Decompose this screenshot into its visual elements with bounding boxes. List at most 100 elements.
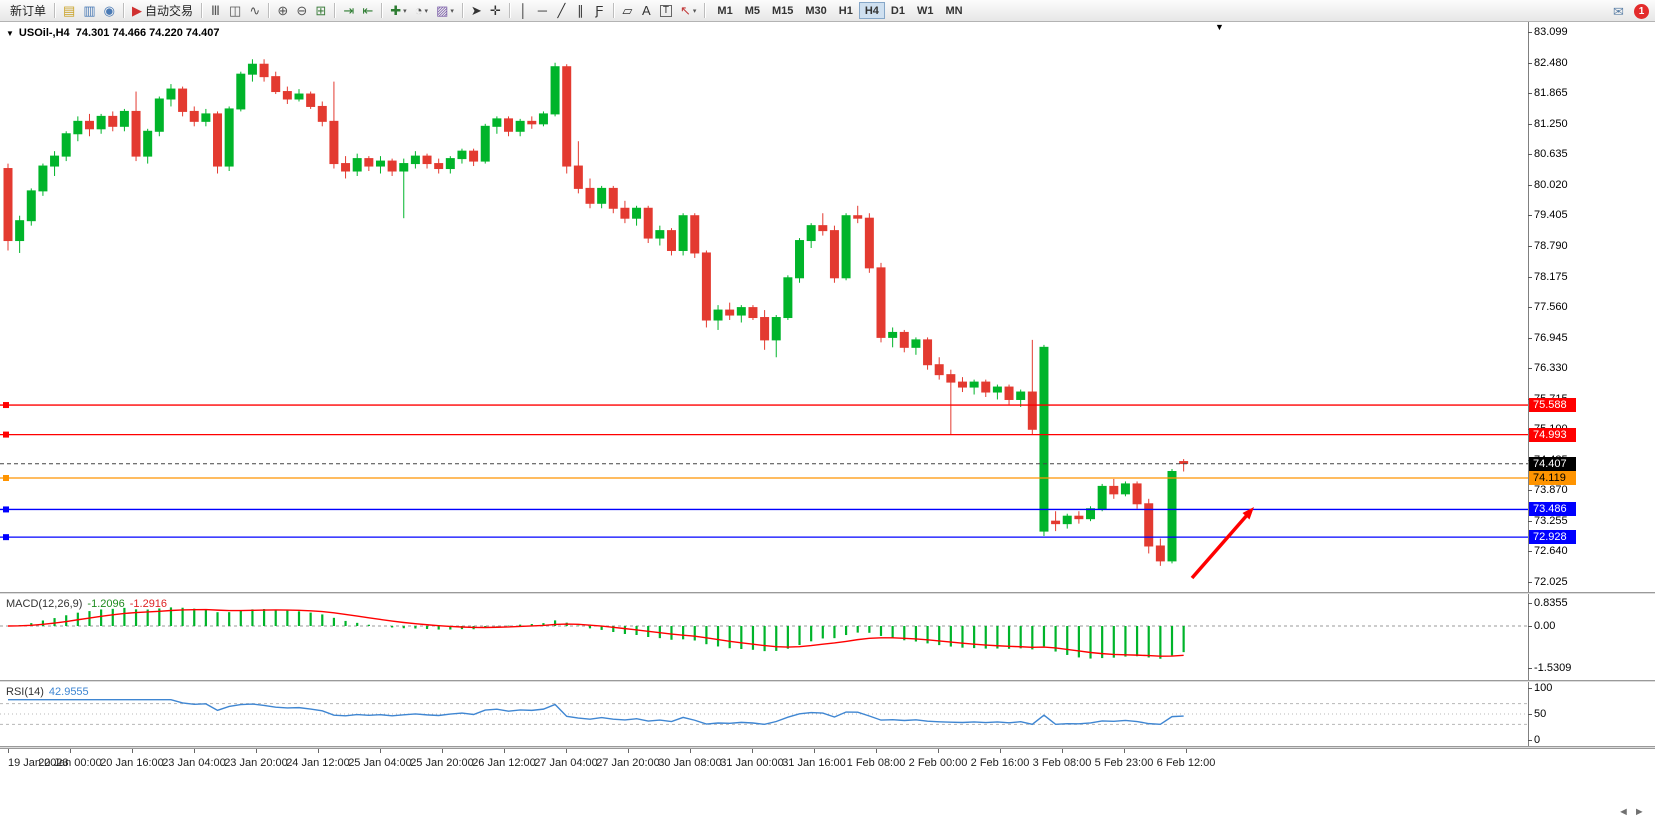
horizontal-line-icon[interactable]: ─ [533, 1, 552, 20]
macd-axis-tick [1528, 626, 1532, 627]
channel-icon[interactable]: ∥ [571, 1, 590, 20]
symbol-dropdown-icon[interactable]: ▼ [6, 29, 14, 38]
text-label-icon[interactable]: T [656, 1, 676, 20]
templates-icon[interactable]: ▨ ▾ [432, 1, 458, 20]
arrows-icon[interactable]: ↖ ▾ [676, 1, 700, 20]
hline-handle[interactable] [3, 402, 9, 409]
price-axis-label: 76.330 [1534, 362, 1568, 375]
auto-scroll-icon[interactable]: ⇥ [339, 1, 358, 20]
price-axis-tick [1528, 307, 1532, 309]
macd-pane[interactable]: MACD(12,26,9) -1.2096 -1.2916 [0, 594, 1528, 680]
rsi-chart[interactable] [0, 682, 1528, 746]
hline-handle[interactable] [3, 474, 9, 481]
price-line-tag: 74.119 [1529, 470, 1576, 485]
zoom-out-icon[interactable]: ⊖ [292, 1, 311, 20]
navigator-icon[interactable]: ◉ [100, 1, 119, 20]
time-axis-label: 23 Jan 20:00 [224, 757, 288, 769]
time-axis-tick [1062, 749, 1063, 753]
toolbar: 新订单 ▤ ▥ ◉ ▶ 自动交易 Ⅲ ◫ ∿ ⊕ ⊖ ⊞ ⇥ ⇤ ✚ ▾ ◔ ▾ ▨ ▾ ➤ ✛ │ ─ ╱ ∥ Ƒ ▱ A T ↖ ▾ M1… [0, 0, 1655, 22]
candle [666, 230, 676, 251]
candle [562, 66, 572, 167]
indicators-icon[interactable]: ✚ ▾ [386, 1, 410, 20]
macd-chart[interactable] [0, 594, 1528, 680]
hline-handle[interactable] [3, 431, 9, 438]
candlestick-chart[interactable] [0, 22, 1528, 592]
candle [1039, 346, 1049, 532]
horizontal-scrollbar[interactable]: ◄► [1618, 806, 1650, 818]
timeframe-w1[interactable]: W1 [916, 4, 934, 17]
candle [422, 155, 432, 165]
crosshair-icon[interactable]: ✛ [486, 1, 505, 20]
candle [259, 63, 269, 78]
notification-badge[interactable]: 1 [1634, 4, 1649, 19]
timeframe-m1[interactable]: M1 [717, 4, 733, 17]
time-axis-tick [1186, 749, 1187, 753]
time-axis-label: 3 Feb 08:00 [1032, 757, 1092, 769]
candle [527, 120, 537, 125]
timeframe-d1[interactable]: D1 [890, 4, 905, 17]
fibonacci-icon-glyph: Ƒ [595, 3, 604, 18]
candle [96, 115, 106, 130]
main-chart-pane[interactable]: ▼ USOil-,H4 74.301 74.466 74.220 74.407 ▼ [0, 22, 1528, 592]
cursor-icon[interactable]: ➤ [467, 1, 486, 20]
time-axis-tick [938, 749, 939, 753]
chart-shift-marker-icon[interactable]: ▼ [1215, 22, 1224, 32]
time-axis-tick [318, 749, 319, 753]
macd-signal-line [7, 608, 1184, 657]
candle [736, 307, 746, 316]
timeframe-mn[interactable]: MN [945, 4, 963, 17]
message-icon[interactable]: ✉ [1613, 3, 1624, 19]
timeframe-m5[interactable]: M5 [744, 4, 760, 17]
timeframe-m15[interactable]: M15 [771, 4, 794, 17]
time-axis[interactable]: 19 Jan 2023 20 Jan 00:00 20 Jan 16:00 23 Ja… [0, 748, 1655, 774]
tile-windows-icon[interactable]: ⊞ [311, 1, 330, 20]
line-chart-icon[interactable]: ∿ [245, 1, 264, 20]
candle [1144, 503, 1154, 547]
timeframe-h4[interactable]: H4 [858, 2, 885, 19]
candle [457, 150, 467, 160]
rsi-axis-label: 0 [1534, 734, 1541, 746]
chart-shift-icon[interactable]: ⇤ [358, 1, 377, 20]
candle [1074, 515, 1084, 520]
time-axis-label: 20 Jan 16:00 [100, 757, 164, 769]
auto-trading-button[interactable]: ▶ 自动交易 [128, 1, 197, 20]
time-axis-label: 2 Feb 00:00 [908, 757, 968, 769]
candle [375, 160, 385, 167]
candlestick-chart-icon[interactable]: ◫ [225, 1, 245, 20]
periods-icon[interactable]: ◔ ▾ [411, 1, 432, 20]
timeframe-m30[interactable]: M30 [805, 4, 827, 17]
shapes-icon[interactable]: ▱ [618, 1, 637, 20]
bar-chart-icon[interactable]: Ⅲ [206, 1, 225, 20]
time-axis-tick [194, 749, 195, 753]
rsi-pane[interactable]: RSI(14) 42.9555 [0, 682, 1528, 746]
zoom-in-icon[interactable]: ⊕ [273, 1, 292, 20]
scroll-left-icon[interactable]: ◄ [1618, 806, 1634, 818]
macd-axis-tick [1528, 668, 1532, 670]
candle [1120, 483, 1130, 495]
pane-splitter[interactable] [0, 592, 1655, 594]
vertical-line-icon[interactable]: │ [514, 1, 533, 20]
price-axis[interactable] [1529, 22, 1655, 748]
candle [725, 309, 735, 316]
profiles-icon[interactable]: ▤ [59, 1, 79, 20]
time-axis-label: 5 Feb 23:00 [1094, 757, 1154, 769]
fibonacci-icon[interactable]: Ƒ [590, 1, 609, 20]
pane-splitter[interactable] [0, 680, 1655, 682]
price-axis-border [1528, 22, 1529, 748]
vertical-line-icon-glyph: │ [519, 3, 528, 18]
pane-splitter[interactable] [0, 746, 1655, 748]
scroll-right-icon[interactable]: ► [1633, 806, 1650, 818]
price-axis-tick [1528, 123, 1532, 125]
trend-arrow[interactable] [1190, 512, 1250, 580]
price-line-tag: 75.588 [1529, 398, 1576, 413]
new-order-button[interactable]: 新订单 [3, 1, 50, 20]
timeframe-h1[interactable]: H1 [838, 4, 853, 17]
hline-handle[interactable] [3, 534, 9, 541]
hline-handle[interactable] [3, 506, 9, 513]
candle [26, 190, 36, 222]
market-watch-icon[interactable]: ▥ [79, 1, 99, 20]
candle [992, 386, 1002, 393]
trendline-icon[interactable]: ╱ [552, 1, 571, 20]
text-icon[interactable]: A [637, 1, 656, 20]
price-axis-label: 79.405 [1534, 209, 1568, 222]
